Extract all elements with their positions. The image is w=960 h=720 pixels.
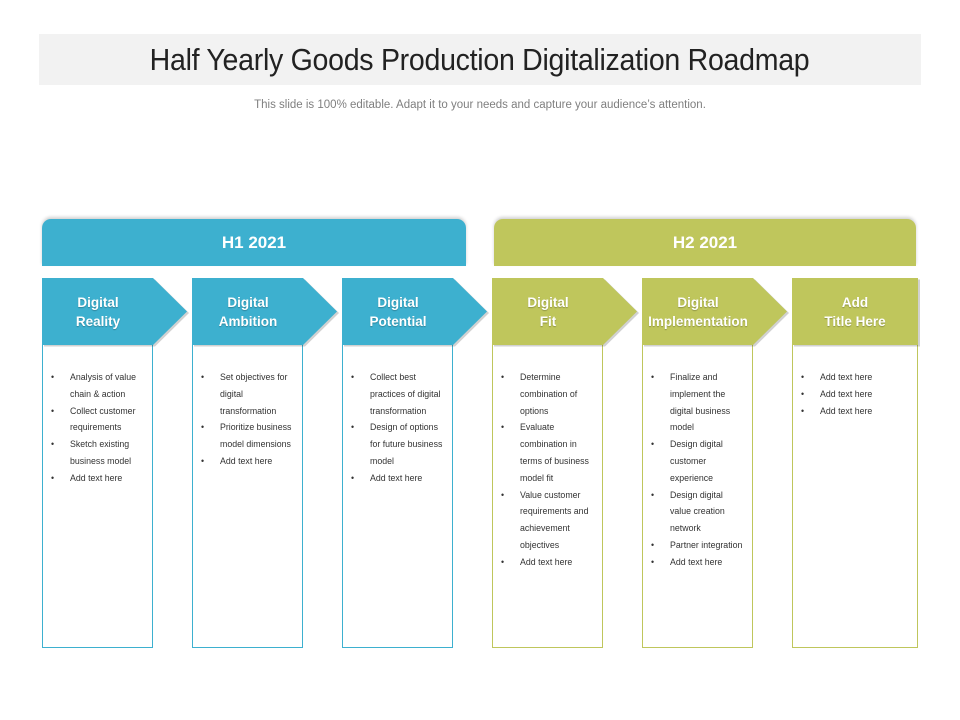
stage-bullet-item: Prioritize business model dimensions	[201, 419, 296, 453]
stage-bullet-item: Sketch existing business model	[51, 436, 146, 470]
page-subtitle: This slide is 100% editable. Adapt it to…	[254, 99, 706, 111]
stage-bullet-list: Analysis of value chain & actionCollect …	[43, 343, 152, 487]
stage-arrow	[642, 278, 790, 347]
stage-bullet-item: Design of options for future business mo…	[351, 419, 446, 469]
stage-bullet-item: Partner integration	[651, 537, 746, 554]
page-title: Half Yearly Goods Production Digitalizat…	[150, 41, 810, 77]
stage-title-line-2: Fit	[539, 314, 557, 329]
stage-title: Digital Fit	[492, 278, 604, 346]
chevron-arrow-shape	[42, 278, 189, 347]
stage-bullet-list: Determine combination of optionsEvaluate…	[493, 343, 602, 571]
header-block-shape	[792, 278, 920, 347]
stage-title-line-2: Reality	[75, 314, 121, 329]
stage-title-line-1: Digital	[677, 295, 719, 310]
stage-bullet-item: Add text here	[351, 470, 446, 487]
stage-bullet-item: Add text here	[201, 453, 296, 470]
stage-title-line-2: Title Here	[824, 314, 886, 329]
stage-bullet-item: Evaluate combination in terms of busines…	[501, 419, 596, 486]
stage-title-line-1: Digital	[77, 295, 119, 310]
stage-title: Digital Reality	[42, 278, 154, 346]
stage-bullet-item: Add text here	[501, 554, 596, 571]
stage-title-line-2: Ambition	[218, 314, 278, 329]
stage-bullet-item: Collect customer requirements	[51, 403, 146, 437]
stage-bullet-item: Collect best practices of digital transf…	[351, 369, 446, 419]
stage-title: Digital Potential	[342, 278, 454, 346]
stage-bullet-item: Analysis of value chain & action	[51, 369, 146, 403]
half-header-h2: H2 2021	[494, 219, 916, 266]
stage-arrow	[42, 278, 190, 347]
chevron-arrow-shape	[492, 278, 639, 347]
stage-bullet-list: Set objectives for digital transformatio…	[193, 343, 302, 470]
stage-title: Digital Ambition	[192, 278, 304, 346]
stage-content-box: Analysis of value chain & actionCollect …	[42, 342, 153, 648]
stage-title-line-1: Digital	[527, 295, 569, 310]
stage-bullet-item: Add text here	[801, 403, 911, 420]
arrow-fill	[642, 278, 787, 345]
chevron-arrow-shape	[192, 278, 339, 347]
stage-title-line-2: Implementation	[648, 314, 748, 329]
stage-arrow	[192, 278, 340, 347]
chevron-arrow-shape	[342, 278, 489, 347]
stage-arrow	[342, 278, 490, 347]
stage-bullet-item: Add text here	[51, 470, 146, 487]
stage-content-box: Determine combination of optionsEvaluate…	[492, 342, 603, 648]
half-header-h1: H1 2021	[42, 219, 466, 266]
arrow-fill	[342, 278, 487, 345]
stage-bullet-list: Finalize and implement the digital busin…	[643, 343, 752, 571]
stage-title-line-2: Potential	[369, 314, 427, 329]
title-bar: Half Yearly Goods Production Digitalizat…	[39, 34, 921, 85]
stage-content-box: Finalize and implement the digital busin…	[642, 342, 753, 648]
stage-title-line-1: Add	[841, 295, 869, 310]
stage-header-block	[792, 278, 940, 347]
stage-title-line-1: Digital	[377, 295, 419, 310]
arrow-fill	[492, 278, 637, 345]
stage-bullet-item: Value customer requirements and achievem…	[501, 487, 596, 554]
stage-content-box: Collect best practices of digital transf…	[342, 342, 453, 648]
stage-bullet-item: Finalize and implement the digital busin…	[651, 369, 746, 436]
stage-title-line-1: Digital	[227, 295, 269, 310]
arrow-fill	[42, 278, 187, 345]
stage-bullet-item: Determine combination of options	[501, 369, 596, 419]
stage-bullet-list: Collect best practices of digital transf…	[343, 343, 452, 487]
chevron-arrow-shape	[642, 278, 789, 347]
stage-title: Digital Implementation	[642, 278, 754, 346]
arrow-fill	[192, 278, 337, 345]
stage-bullet-item: Set objectives for digital transformatio…	[201, 369, 296, 419]
stage-bullet-item: Add text here	[801, 369, 911, 386]
stage-bullet-item: Design digital value creation network	[651, 487, 746, 537]
stage-content-box: Set objectives for digital transformatio…	[192, 342, 303, 648]
stage-title: Add Title Here	[792, 278, 918, 346]
stage-arrow	[492, 278, 640, 347]
stage-bullet-item: Add text here	[801, 386, 911, 403]
stage-bullet-item: Add text here	[651, 554, 746, 571]
arrow-fill	[792, 278, 918, 345]
stage-bullet-item: Design digital customer experience	[651, 436, 746, 486]
